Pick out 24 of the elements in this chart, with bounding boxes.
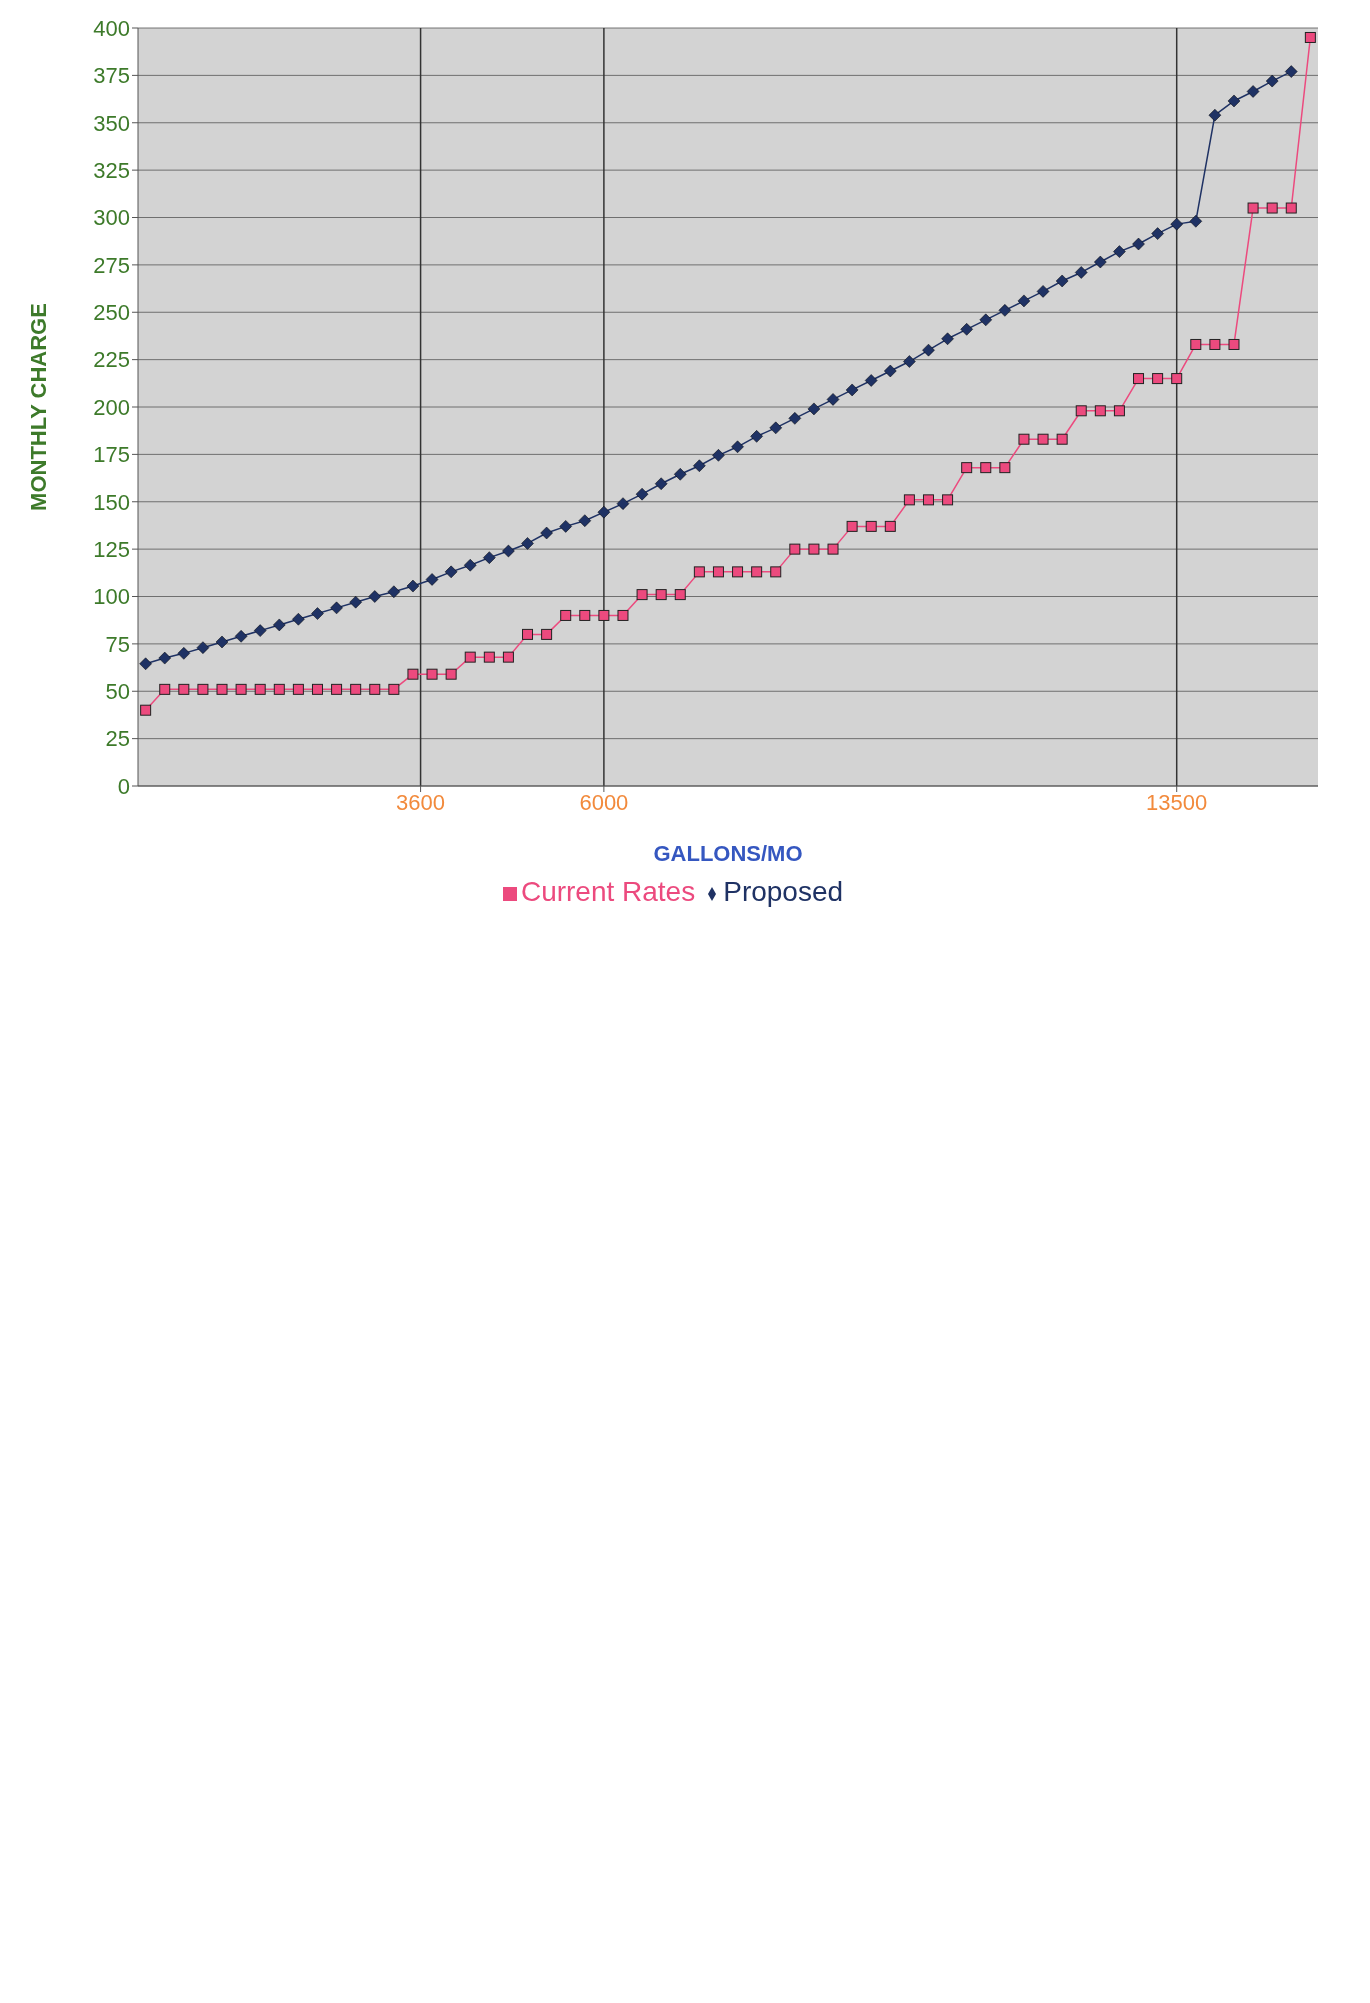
y-tick-label: 100 <box>93 584 130 610</box>
y-tick-label: 250 <box>93 300 130 326</box>
y-tick-label: 375 <box>93 63 130 89</box>
x-tick-label: 3600 <box>396 789 446 815</box>
y-tick-label: 50 <box>105 679 130 705</box>
y-tick-label: 225 <box>93 347 130 373</box>
x-tick-label: 13500 <box>1146 789 1208 815</box>
y-tick-label: 175 <box>93 442 130 468</box>
legend-label: Current Rates <box>520 876 696 907</box>
y-tick-label: 0 <box>117 773 130 799</box>
y-tick-label: 300 <box>93 205 130 231</box>
y-tick-label: 275 <box>93 252 130 278</box>
y-tick-label: 125 <box>93 536 130 562</box>
legend-label: Proposed <box>723 876 844 907</box>
y-tick-label: 150 <box>93 489 130 515</box>
y-tick-label: 25 <box>105 726 130 752</box>
x-axis-title: GALLONS/MO <box>653 841 803 866</box>
y-tick-label: 325 <box>93 157 130 183</box>
x-tick-label: 6000 <box>579 789 629 815</box>
y-tick-label: 350 <box>93 110 130 136</box>
y-tick-label: 200 <box>93 394 130 420</box>
y-axis-title: MONTHLY CHARGE <box>25 303 51 511</box>
y-tick-label: 400 <box>93 15 130 41</box>
y-tick-label: 75 <box>105 631 130 657</box>
